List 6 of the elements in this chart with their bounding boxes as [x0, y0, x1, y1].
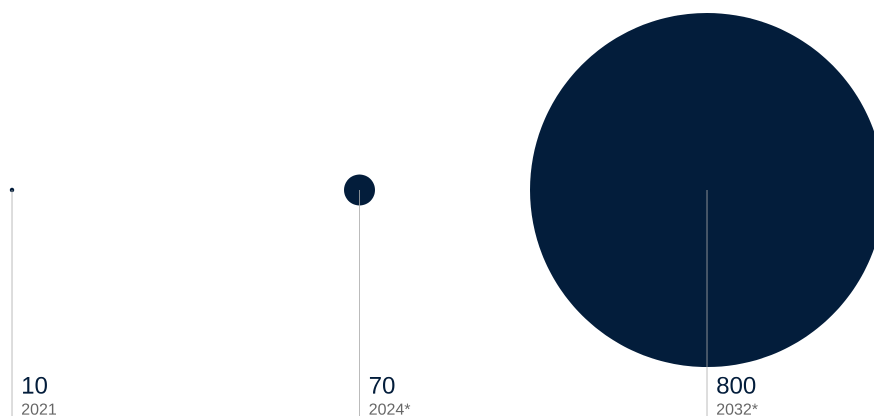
- category-label: 2021: [22, 403, 56, 415]
- data-label: 10: [23, 376, 47, 394]
- category-label: 2024*: [370, 403, 410, 415]
- data-label: 800: [717, 376, 756, 394]
- category-label: 2032*: [717, 403, 758, 415]
- data-label: 70: [370, 376, 394, 394]
